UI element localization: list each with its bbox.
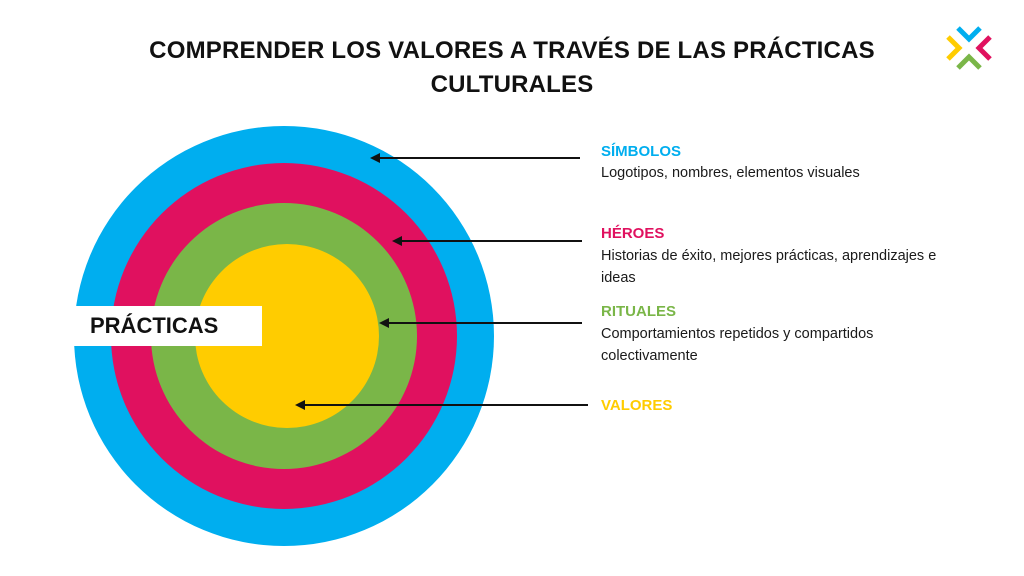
brand-logo-icon (946, 26, 992, 70)
logo-right-stroke (975, 35, 992, 61)
values-heading: VALORES (601, 397, 673, 414)
values-core (195, 244, 379, 428)
heroes-heading: HÉROES (601, 225, 665, 242)
page-title: COMPRENDER LOS VALORES A TRAVÉS DE LAS P… (149, 37, 875, 98)
practices-label: PRÁCTICAS (74, 306, 262, 346)
symbols-description: Logotipos, nombres, elementos visuales (601, 165, 860, 181)
logo-top-stroke (956, 26, 982, 43)
heroes-description: Historias de éxito, mejores prácticas, a… (601, 248, 937, 286)
symbols-heading: SÍMBOLOS (601, 143, 682, 160)
rituals-heading: RITUALES (601, 303, 676, 320)
logo-left-stroke (946, 35, 963, 61)
logo-bottom-stroke (956, 53, 982, 70)
rituals-description: Comportamientos repetidos y compartidos … (601, 326, 874, 364)
